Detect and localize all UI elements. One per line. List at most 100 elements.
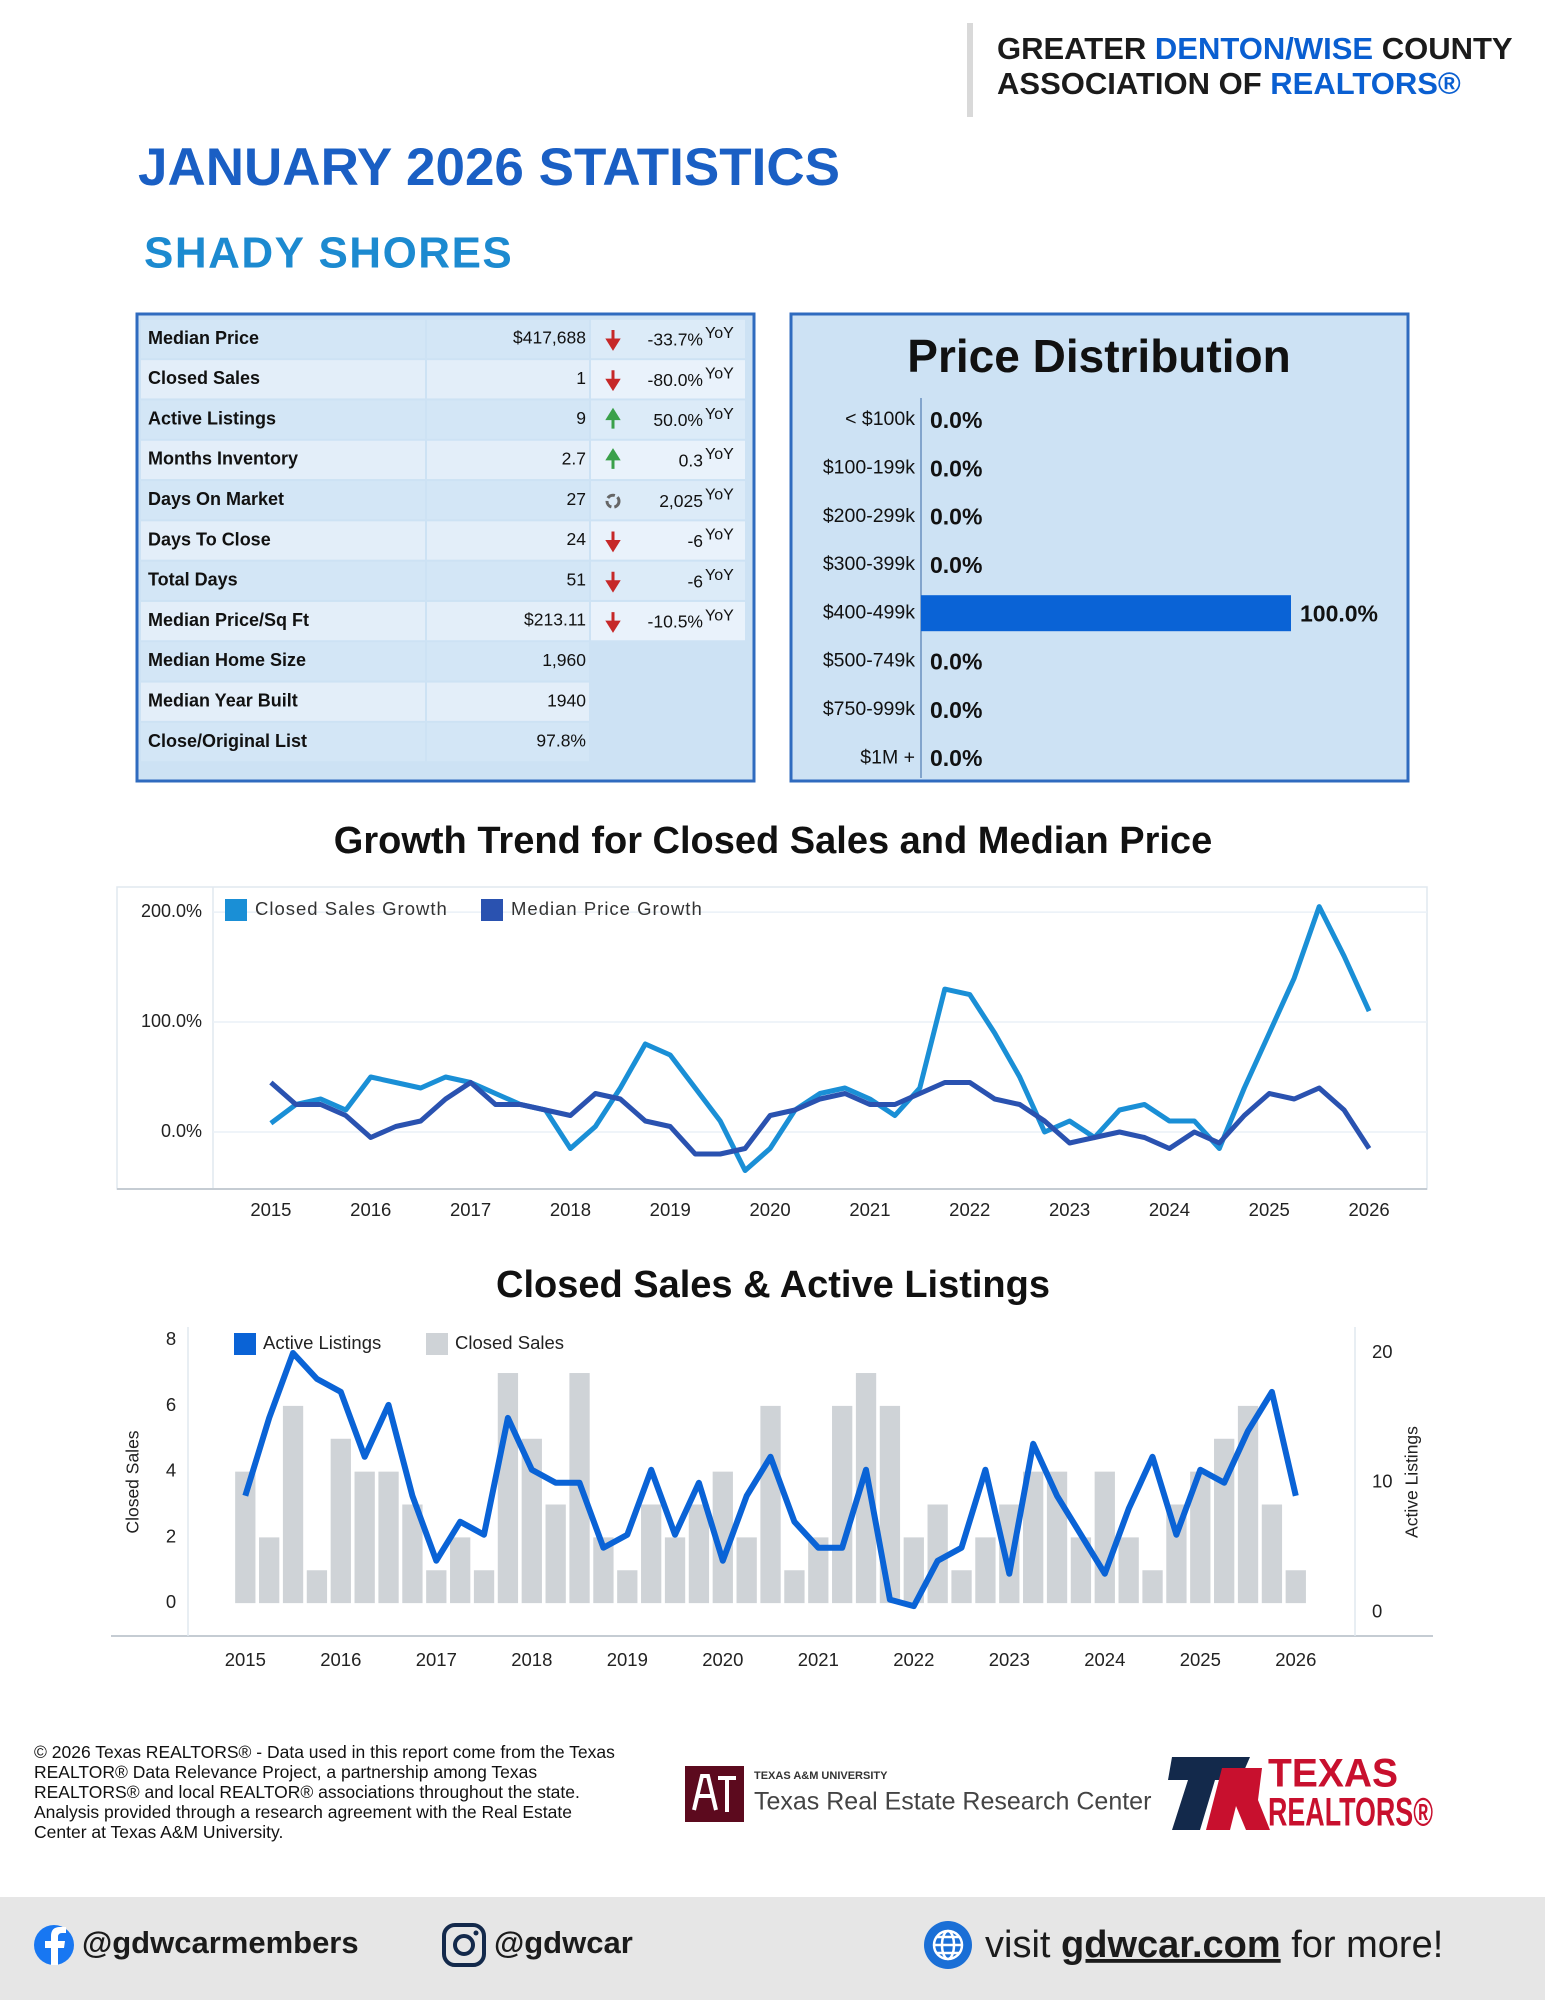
x-tick-label: 2017: [450, 1199, 491, 1220]
instagram-glyph: [473, 1930, 479, 1936]
trend-up-icon: [605, 448, 621, 469]
legend-swatch: [426, 1333, 448, 1355]
y2-tick-label: 10: [1372, 1471, 1393, 1492]
chart-title: Closed Sales & Active Listings: [496, 1264, 1050, 1306]
stat-change: -10.5%: [648, 612, 703, 632]
bar: [736, 1537, 757, 1604]
bar: [1118, 1537, 1139, 1604]
y-tick-label: 0.0%: [161, 1121, 202, 1141]
y-axis-title: Closed Sales: [123, 1430, 143, 1533]
bar: [832, 1405, 853, 1604]
tamu-logo: [685, 1766, 744, 1822]
row-bg: [427, 722, 589, 762]
stat-change-unit: YoY: [705, 366, 734, 383]
bar: [975, 1537, 996, 1604]
stat-change-unit: YoY: [705, 446, 734, 463]
row-bg: [141, 642, 425, 681]
bar: [1023, 1471, 1044, 1604]
stat-value: 51: [567, 569, 586, 589]
bar: [306, 1570, 328, 1604]
row-bg: [141, 481, 425, 520]
disclaimer: © 2026 Texas REALTORS® - Data used in th…: [34, 1742, 615, 1842]
bar: [378, 1471, 399, 1604]
value-label: 0.0%: [930, 455, 982, 481]
bar: [450, 1537, 471, 1604]
stat-label: Median Home Size: [148, 650, 306, 670]
value-label: 0.0%: [930, 649, 982, 675]
tamu-logo-mark: [692, 1774, 736, 1812]
bar: [712, 1471, 733, 1604]
x-tick-label: 2024: [1084, 1649, 1125, 1670]
tamu-name: Texas Real Estate Research Center: [754, 1788, 1151, 1816]
page-title: JANUARY 2026 STATISTICS: [138, 138, 840, 197]
x-tick-label: 2021: [798, 1649, 839, 1670]
x-tick-label: 2023: [989, 1649, 1030, 1670]
x-tick-label: 2025: [1249, 1199, 1290, 1220]
category-label: $100-199k: [823, 456, 915, 478]
trend-down-icon: [605, 531, 621, 553]
x-tick-label: 2020: [702, 1649, 743, 1670]
bar: [473, 1570, 495, 1604]
x-tick-label: 2024: [1149, 1199, 1190, 1220]
bar: [402, 1504, 423, 1604]
stat-value: 1940: [547, 690, 586, 710]
y-tick-label: 6: [166, 1394, 176, 1415]
y-tick-label: 200.0%: [141, 901, 202, 921]
bar: [1261, 1504, 1283, 1604]
chart-title: Growth Trend for Closed Sales and Median…: [334, 820, 1212, 862]
row-bg: [427, 601, 589, 641]
bar: [879, 1405, 901, 1604]
row-bg: [141, 561, 425, 600]
category-label: $500-749k: [823, 650, 915, 672]
legend-label: Median Price Growth: [511, 898, 703, 919]
x-tick-label: 2017: [416, 1649, 457, 1670]
x-tick-label: 2018: [511, 1649, 552, 1670]
stat-label: Median Price/Sq Ft: [148, 610, 309, 630]
row-bg: [141, 521, 425, 560]
stat-value: 97.8%: [536, 731, 586, 751]
stat-label: Median Year Built: [148, 690, 298, 710]
visit-word: visit: [985, 1924, 1051, 1966]
x-tick-label: 2019: [650, 1199, 691, 1220]
facebook-handle[interactable]: @gdwcarmembers: [82, 1925, 359, 1960]
x-tick-label: 2026: [1349, 1199, 1390, 1220]
stat-change: -33.7%: [648, 330, 703, 350]
header-line: ASSOCIATION OF REALTORS®: [997, 66, 1461, 101]
instagram-icon[interactable]: [442, 1923, 486, 1967]
y2-tick-label: 0: [1372, 1601, 1382, 1622]
value-label: 0.0%: [930, 407, 982, 433]
stat-change-unit: YoY: [705, 325, 734, 342]
value-label: 100.0%: [1300, 600, 1378, 626]
row-bg: [427, 642, 589, 681]
site-link[interactable]: gdwcar.com: [1061, 1924, 1281, 1966]
bar: [855, 1373, 877, 1604]
page-subtitle: SHADY SHORES: [144, 229, 513, 278]
value-label: 0.0%: [930, 745, 982, 771]
x-tick-label: 2016: [350, 1199, 391, 1220]
row-bg: [141, 601, 425, 641]
stat-value: 2.7: [562, 449, 586, 469]
stat-label: Active Listings: [148, 408, 276, 428]
bar: [521, 1438, 542, 1604]
stat-change-unit: YoY: [705, 607, 734, 624]
bar: [808, 1537, 829, 1604]
row-bg: [427, 319, 589, 359]
bar: [259, 1537, 280, 1604]
header-word: GREATER: [997, 31, 1146, 66]
bar: [1070, 1537, 1092, 1604]
x-tick-label: 2015: [250, 1199, 291, 1220]
row-bg: [427, 440, 589, 480]
instagram-handle[interactable]: @gdwcar: [494, 1925, 633, 1960]
x-tick-label: 2025: [1180, 1649, 1221, 1670]
row-bg: [141, 682, 425, 721]
y-tick-label: 4: [166, 1460, 176, 1481]
series-line: [242, 1350, 1299, 1610]
bar: [1285, 1570, 1306, 1604]
header-word: DENTON/WISE: [1155, 31, 1373, 66]
trend-down-icon: [605, 612, 621, 633]
stat-label: Close/Original List: [148, 731, 307, 751]
bar: [903, 1537, 924, 1604]
stat-label: Total Days: [148, 570, 238, 590]
stat-change: -6: [687, 571, 703, 591]
